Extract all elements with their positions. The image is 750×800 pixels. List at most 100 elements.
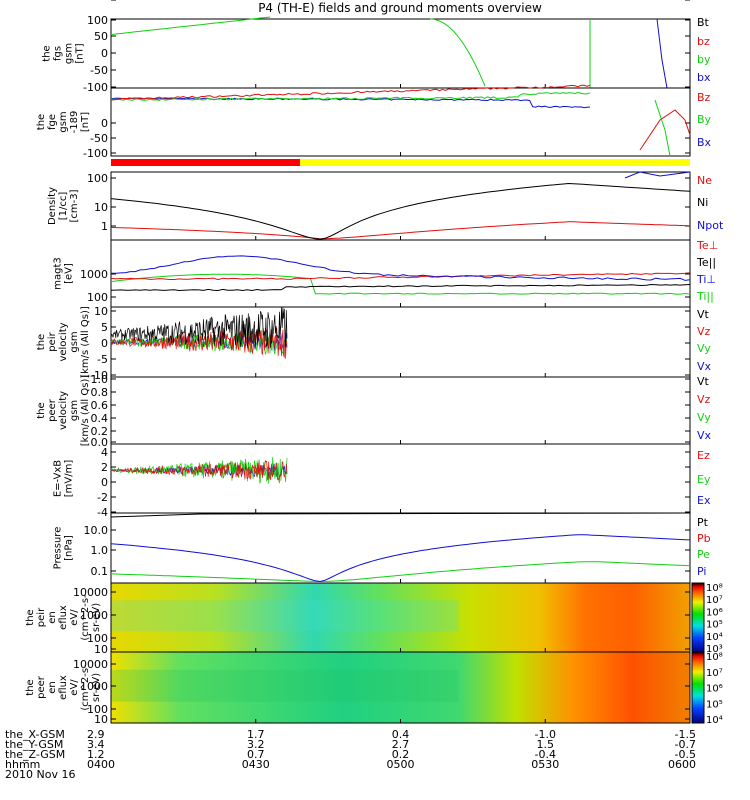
plot-title: P4 (TH-E) fields and ground moments over… xyxy=(258,1,542,15)
y-tick-label: 0.2 xyxy=(91,425,109,438)
spectrogram-image xyxy=(111,652,690,723)
y-axis-label-line: [eV] xyxy=(64,263,75,284)
y-tick-label: 1 xyxy=(101,220,108,233)
panel-frame xyxy=(110,443,691,514)
spectrogram-image xyxy=(111,583,690,652)
legend-entry: Ti⊥ xyxy=(696,273,716,286)
ephemeris-value: -0.7 xyxy=(674,738,696,751)
legend-entry: Pe xyxy=(697,548,710,561)
legend-entry: Ex xyxy=(697,494,711,507)
y-axis-label-line: fge xyxy=(47,114,58,130)
series-te-perp xyxy=(110,272,691,281)
colorbar-tick-label: 10⁸ xyxy=(706,652,723,663)
y-axis-label-line: -189 xyxy=(69,111,80,134)
series-ti-perp xyxy=(110,255,691,281)
colorbar-tick-label: 10⁵ xyxy=(706,620,723,631)
y-tick-label: 0 xyxy=(101,337,108,350)
y-tick-label: 0.8 xyxy=(91,386,109,399)
ephemeris-row-label: 2010 Nov 16 xyxy=(5,768,76,781)
panel-frame xyxy=(110,376,691,445)
legend-entry: Ni xyxy=(697,196,708,209)
y-tick-label: 100 xyxy=(87,14,108,27)
y-tick-label: -50 xyxy=(90,64,108,77)
series-by xyxy=(110,91,591,101)
y-axis-label: E=-VxB [mV/m] xyxy=(53,460,75,498)
ephemeris-value: 0530 xyxy=(531,758,560,771)
y-axis-label-line: eflux xyxy=(58,675,69,700)
legend-entry: bx xyxy=(697,71,711,84)
legend-entry: Vt xyxy=(697,308,710,321)
ephemeris-row-label: hhmm xyxy=(5,758,41,771)
y-tick-label: 0 xyxy=(101,117,108,130)
legend-entry: Ne xyxy=(697,174,712,187)
colorbar xyxy=(691,651,705,724)
y-tick-label: 50 xyxy=(94,30,108,43)
legend-entry: Bt xyxy=(697,16,710,29)
panel-density: 100 10 1 Density [1/cc] [cm-3] Ne Ni Npot xyxy=(47,171,724,241)
series-bz xyxy=(639,109,691,151)
ephemeris-value: 3.2 xyxy=(247,738,265,751)
legend-entry: Vy xyxy=(697,342,711,355)
y-tick-label: 1.0 xyxy=(91,373,109,386)
spectrogram-band xyxy=(111,600,459,632)
y-axis-label: the fge gsm -189 [nT] xyxy=(36,111,91,134)
legend-entry: Vz xyxy=(697,393,711,406)
colorbar-tick-label: 10⁴ xyxy=(706,632,723,643)
legend-entry: Pi xyxy=(697,565,706,578)
ephemeris-value: 1.7 xyxy=(247,728,265,741)
y-axis-label-line: fgs xyxy=(53,46,64,61)
y-axis-label-line: the xyxy=(42,45,53,61)
y-axis-label-line: the xyxy=(25,679,36,695)
legend-entry: bz xyxy=(697,35,710,48)
y-axis-label: the fgs gsm [nT] xyxy=(42,43,86,64)
y-tick-label: 10 xyxy=(94,305,108,318)
y-axis-label: magt3 [eV] xyxy=(53,257,75,290)
y-tick-label: 1000 xyxy=(80,268,108,281)
ephemeris-value: 1.2 xyxy=(87,748,105,761)
panel-frame xyxy=(110,512,691,584)
series-te-par xyxy=(110,283,691,292)
y-tick-label: 100 xyxy=(87,172,108,185)
y-axis-label-line: en xyxy=(47,611,58,624)
y-tick-label: 0.0 xyxy=(91,436,109,449)
y-axis-label-line: peir xyxy=(36,607,47,627)
mode-bar-fast xyxy=(300,159,690,166)
panel-frame xyxy=(110,306,691,378)
y-axis-label-line: [mV/m] xyxy=(64,460,75,498)
y-tick-label: 0 xyxy=(101,47,108,60)
y-axis-label-line: gsm xyxy=(69,400,80,421)
panel-frame xyxy=(110,239,691,308)
colorbar-tick-label: 10⁸ xyxy=(706,583,723,594)
ephemeris-value: 0600 xyxy=(668,758,696,771)
series-npot xyxy=(624,171,691,179)
colorbar-tick-label: 10³ xyxy=(706,644,723,655)
y-axis-label: the peer velocity gsm [km/s (All Qs)] xyxy=(36,375,91,447)
y-tick-label: 100 xyxy=(87,703,108,716)
y-tick-label: 10000 xyxy=(73,586,108,599)
legend-entry: Te|| xyxy=(696,256,716,269)
y-axis-label-line: the xyxy=(36,334,47,350)
legend-entry: Bx xyxy=(697,136,712,149)
ephemeris-value: 0500 xyxy=(386,758,415,771)
series-ni xyxy=(110,182,691,240)
y-tick-label: 10000 xyxy=(73,658,108,671)
panel-frame xyxy=(110,171,691,241)
y-axis-label: the peir en eflux eV/(cm^2-s-sr-eV) xyxy=(25,594,102,641)
ephemeris-value: -1.5 xyxy=(674,728,696,741)
ephemeris-value: 2.9 xyxy=(87,728,105,741)
legend-entry: Bz xyxy=(697,91,711,104)
y-tick-label: -50 xyxy=(90,132,108,145)
legend-entry: By xyxy=(697,113,712,126)
legend-entry: Vt xyxy=(697,375,710,388)
panel-temperature: 1000 100 magt3 [eV] Te⊥ Te|| Ti⊥ Ti|| xyxy=(53,239,718,308)
y-axis-label-line: eV/ xyxy=(69,679,80,696)
legend-entry: Npot xyxy=(697,219,724,232)
y-axis-label: Density [1/cc] [cm-3] xyxy=(47,187,80,225)
y-tick-label: 4 xyxy=(101,446,108,459)
y-tick-label: 10 xyxy=(94,643,108,656)
y-tick-label: -100 xyxy=(83,81,108,94)
y-axis-label-line: [nPa] xyxy=(64,535,75,561)
legend-entry: Ti|| xyxy=(696,290,714,303)
legend-entry: Pb xyxy=(697,532,711,545)
y-tick-label: 100 xyxy=(87,632,108,645)
